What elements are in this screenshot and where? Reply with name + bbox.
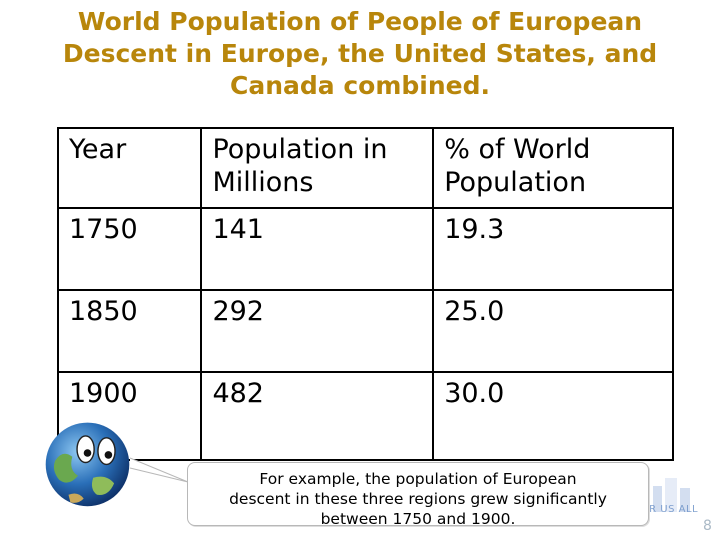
callout-line-1: For example, the population of European: [259, 470, 577, 488]
cell-percent: 30.0: [432, 371, 674, 461]
table-row: 1900 482 30.0: [56, 371, 674, 461]
header-year-label: Year: [69, 134, 127, 165]
cell-percent: 19.3: [432, 207, 674, 291]
header-population: Population in Millions: [200, 127, 435, 209]
header-population-line2: Millions: [212, 167, 314, 198]
globe-mascot-icon: [45, 422, 130, 507]
callout-line-3: between 1750 and 1900.: [320, 510, 516, 528]
header-year: Year: [56, 127, 203, 209]
header-percent-line2: Population: [444, 167, 587, 198]
cell-year: 1850: [56, 289, 203, 373]
cell-population: 141: [200, 207, 435, 291]
page-number: 8: [703, 518, 712, 534]
table-header-row: Year Population in Millions % of World P…: [56, 127, 674, 209]
cell-percent: 25.0: [432, 289, 674, 373]
cell-population: 482: [200, 371, 435, 461]
population-table: Year Population in Millions % of World P…: [56, 127, 674, 461]
callout-line-2: descent in these three regions grew sign…: [229, 490, 607, 508]
header-percent: % of World Population: [432, 127, 674, 209]
slide-title: World Population of People of European D…: [62, 7, 658, 100]
cell-population: 292: [200, 289, 435, 373]
cell-year: 1750: [56, 207, 203, 291]
explanation-callout: For example, the population of European …: [187, 462, 649, 528]
header-population-line1: Population in: [212, 134, 388, 165]
table-row: 1750 141 19.3: [56, 207, 674, 291]
table-row: 1850 292 25.0: [56, 289, 674, 373]
header-percent-line1: % of World: [444, 134, 591, 165]
